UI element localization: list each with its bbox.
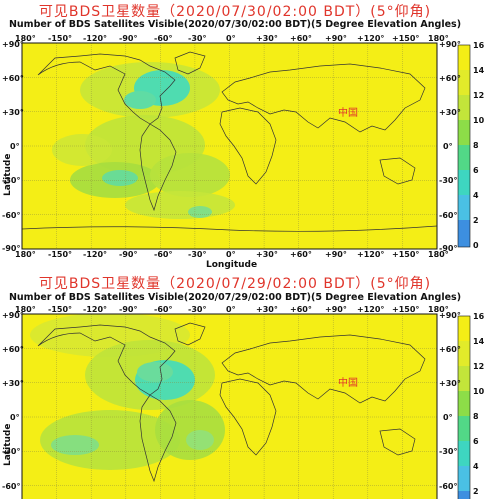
y-tick-right: +60° xyxy=(439,345,461,354)
y-tick-left: +90° xyxy=(2,311,24,320)
x-tick: -30° xyxy=(188,305,207,314)
x-tick-bottom: +30° xyxy=(256,250,278,259)
colorbar-tick: 2 xyxy=(473,216,479,225)
x-tick: +30° xyxy=(256,34,278,43)
y-tick-right: -30° xyxy=(439,447,458,456)
colorbar-tick: 8 xyxy=(473,412,479,421)
x-tick: 180° xyxy=(428,34,449,43)
colorbar-tick: 14 xyxy=(473,337,485,346)
x-tick: -30° xyxy=(188,34,207,43)
colorbar-1 xyxy=(457,44,471,248)
map-title-en-2: Number of BDS Satellites Visible(2020/07… xyxy=(8,292,462,303)
colorbar-tick: 12 xyxy=(473,91,485,100)
x-tick: 180° xyxy=(15,34,36,43)
y-tick-right: 0° xyxy=(443,413,453,422)
x-tick-bottom: +90° xyxy=(325,250,347,259)
colorbar-2 xyxy=(457,315,471,499)
x-tick: -120° xyxy=(83,305,108,314)
y-tick-left: -60° xyxy=(2,482,21,491)
x-tick: -60° xyxy=(154,305,173,314)
y-tick-left: +60° xyxy=(2,345,24,354)
colorbar-tick: 4 xyxy=(473,191,479,200)
colorbar-tick: 6 xyxy=(473,166,479,175)
y-tick-right: +60° xyxy=(439,74,461,83)
y-tick-left: +90° xyxy=(2,40,24,49)
x-tick-bottom: -120° xyxy=(83,250,108,259)
x-tick: +120° xyxy=(357,305,385,314)
y-tick-left: -30° xyxy=(2,447,21,456)
y-tick-right: -60° xyxy=(439,211,458,220)
x-tick: +90° xyxy=(325,305,347,314)
region-label-china: 中国 xyxy=(338,378,358,389)
colorbar-tick: 10 xyxy=(473,116,485,125)
x-tick: 180° xyxy=(428,305,449,314)
x-tick: -150° xyxy=(48,305,73,314)
x-tick: +90° xyxy=(325,34,347,43)
y-tick-right: -60° xyxy=(439,482,458,491)
y-tick-right: -30° xyxy=(439,176,458,185)
x-tick-bottom: -30° xyxy=(188,250,207,259)
y-tick-left: -90° xyxy=(2,244,21,253)
y-tick-right: +30° xyxy=(439,108,461,117)
y-tick-right: 0° xyxy=(443,142,453,151)
x-tick-bottom: 180° xyxy=(428,250,449,259)
x-axis-label: Longitude xyxy=(206,260,258,270)
x-tick-bottom: 180° xyxy=(15,250,36,259)
colorbar-tick: 0 xyxy=(473,241,479,250)
map-title-cn-1: 可见BDS卫星数量（2020/07/30/02:00 BDT）(5°仰角) xyxy=(38,4,432,20)
y-axis-label: Latitude xyxy=(3,423,13,466)
x-tick-bottom: -150° xyxy=(48,250,73,259)
y-tick-left: -60° xyxy=(2,211,21,220)
map-title-en-1: Number of BDS Satellites Visible(2020/07… xyxy=(8,19,462,30)
map-title-cn-2: 可见BDS卫星数量（2020/07/29/02:00 BDT）(5°仰角) xyxy=(38,276,432,292)
colorbar-tick: 6 xyxy=(473,437,479,446)
x-tick-bottom: -60° xyxy=(154,250,173,259)
x-tick-bottom: -90° xyxy=(119,250,138,259)
colorbar-tick: 16 xyxy=(473,41,485,50)
colorbar-tick: 2 xyxy=(473,487,479,496)
colorbar-tick: 16 xyxy=(473,312,485,321)
x-tick-bottom: +120° xyxy=(357,250,385,259)
x-tick: +120° xyxy=(357,34,385,43)
y-tick-right: -90° xyxy=(439,244,458,253)
y-tick-right: +90° xyxy=(439,311,461,320)
colorbar-tick: 12 xyxy=(473,362,485,371)
x-tick: +60° xyxy=(290,305,312,314)
colorbar-tick: 8 xyxy=(473,141,479,150)
x-tick: +150° xyxy=(392,305,420,314)
y-tick-left: 0° xyxy=(10,413,20,422)
x-tick: 180° xyxy=(15,305,36,314)
y-tick-left: 0° xyxy=(10,142,20,151)
x-tick: +150° xyxy=(392,34,420,43)
colorbar-tick: 10 xyxy=(473,387,485,396)
y-tick-right: +30° xyxy=(439,379,461,388)
x-tick: 0° xyxy=(226,305,236,314)
visibility-map-1 xyxy=(21,42,471,250)
y-tick-left: +30° xyxy=(2,379,24,388)
x-tick-bottom: +150° xyxy=(392,250,420,259)
x-tick-bottom: +60° xyxy=(290,250,312,259)
y-tick-left: -30° xyxy=(2,176,21,185)
x-tick-bottom: 0° xyxy=(226,250,236,259)
x-tick: -150° xyxy=(48,34,73,43)
colorbar-tick: 14 xyxy=(473,66,485,75)
x-tick: -90° xyxy=(119,34,138,43)
y-tick-right: +90° xyxy=(439,40,461,49)
x-tick: -90° xyxy=(119,305,138,314)
x-tick: +60° xyxy=(290,34,312,43)
x-tick: -120° xyxy=(83,34,108,43)
map-panel-1: 180° -150° -120° -90° -60° -30° 0° +30° … xyxy=(2,34,485,270)
colorbar-tick: 4 xyxy=(473,462,479,471)
x-tick: 0° xyxy=(226,34,236,43)
y-tick-left: +30° xyxy=(2,108,24,117)
region-label-china: 中国 xyxy=(338,108,358,119)
x-tick: -60° xyxy=(154,34,173,43)
x-tick: +30° xyxy=(256,305,278,314)
y-tick-left: +60° xyxy=(2,74,24,83)
